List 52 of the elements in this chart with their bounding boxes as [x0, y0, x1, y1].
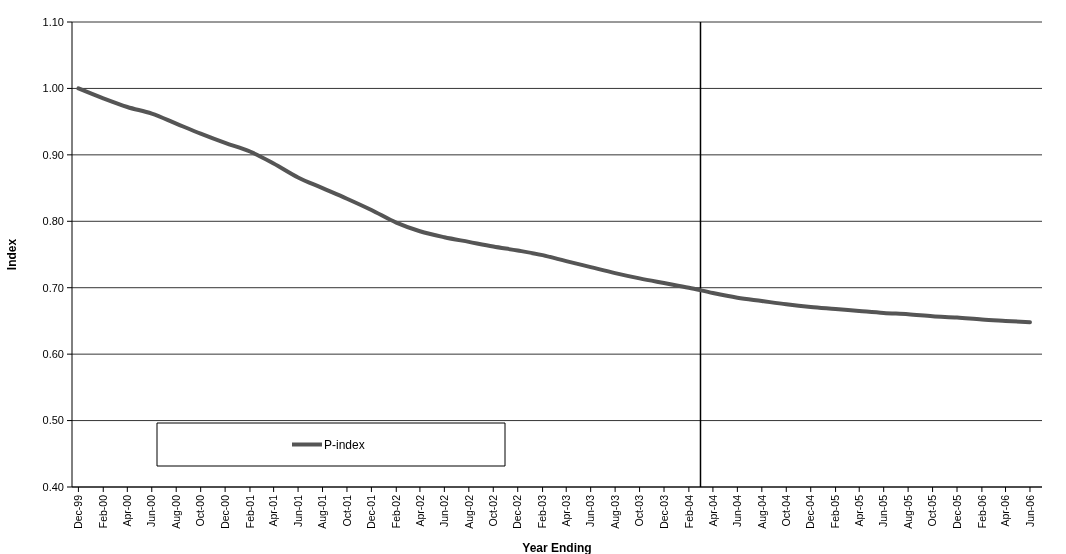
- x-tick-label: Dec-01: [365, 494, 378, 529]
- x-tick-label: Dec-02: [511, 494, 524, 529]
- x-tick-label: Feb-03: [536, 494, 549, 529]
- y-tick-label: 0.70: [42, 281, 64, 294]
- y-tick-label: 0.50: [42, 414, 64, 427]
- x-tick-label: Aug-01: [316, 494, 329, 529]
- x-tick-label: Dec-99: [72, 494, 85, 529]
- y-tick-label: 1.00: [42, 82, 64, 95]
- y-tick-label: 0.90: [42, 148, 64, 161]
- x-tick-label: Oct-03: [633, 494, 646, 527]
- x-tick-label: Aug-04: [755, 494, 768, 529]
- x-tick-label: Apr-05: [852, 494, 865, 527]
- x-tick-label: Oct-01: [340, 494, 353, 527]
- y-tick-label: 1.10: [42, 15, 64, 28]
- x-tick-label: Apr-03: [559, 494, 572, 527]
- x-tick-label: Apr-06: [999, 494, 1012, 527]
- x-tick-label: Oct-05: [926, 494, 939, 527]
- y-tick-label: 0.60: [42, 347, 64, 360]
- x-tick-label: Jun-03: [584, 494, 597, 528]
- x-tick-label: Apr-01: [267, 494, 280, 527]
- legend-label: P-index: [324, 437, 365, 452]
- x-tick-label: Apr-00: [120, 494, 133, 527]
- x-tick-label: Feb-05: [829, 494, 842, 529]
- x-tick-label: Aug-03: [608, 494, 621, 529]
- y-tick-label: 0.40: [42, 480, 64, 493]
- x-tick-label: Feb-02: [389, 494, 402, 529]
- x-tick-label: Jun-01: [291, 494, 304, 528]
- x-tick-label: Jun-06: [1023, 494, 1036, 528]
- x-tick-label: Apr-02: [413, 494, 426, 527]
- x-tick-label: Aug-00: [169, 494, 182, 529]
- x-tick-label: Feb-00: [96, 494, 109, 529]
- x-tick-label: Oct-02: [486, 494, 499, 527]
- x-tick-label: Dec-00: [218, 494, 231, 529]
- x-tick-label: Jun-05: [877, 494, 890, 528]
- x-tick-label: Aug-05: [901, 494, 914, 529]
- y-tick-label: 0.80: [42, 215, 64, 228]
- x-tick-label: Feb-01: [243, 494, 256, 529]
- x-tick-label: Oct-04: [779, 494, 792, 527]
- x-tick-label: Jun-00: [145, 494, 158, 528]
- line-series: [76, 86, 1032, 325]
- x-tick-label: Oct-00: [194, 494, 207, 527]
- x-tick-label: Dec-05: [950, 494, 963, 529]
- x-tick-label: Feb-06: [975, 494, 988, 529]
- x-tick-label: Feb-04: [682, 494, 695, 529]
- x-tick-label: Dec-03: [657, 494, 670, 529]
- x-tick-label: Jun-04: [731, 494, 744, 528]
- x-tick-label: Dec-04: [804, 494, 817, 529]
- x-tick-label: Aug-02: [462, 494, 475, 529]
- x-tick-label: Jun-02: [438, 494, 451, 528]
- x-axis-title: Year Ending: [522, 541, 592, 554]
- y-axis-title: Index: [5, 238, 19, 271]
- x-tick-label: Apr-04: [706, 494, 719, 527]
